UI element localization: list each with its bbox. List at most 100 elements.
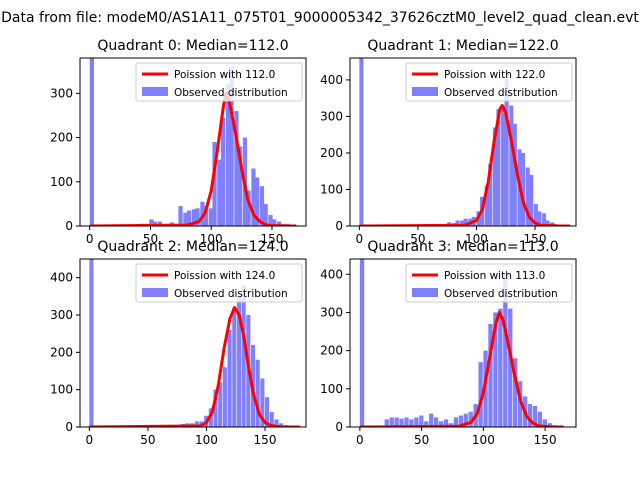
observed-bar <box>271 219 277 226</box>
plot-area <box>359 259 564 427</box>
observed-bar <box>508 308 513 427</box>
observed-bar <box>222 367 227 427</box>
quadrant-title: Quadrant 2: Median=124.0 <box>97 239 288 255</box>
y-tick-label: 0 <box>335 420 343 434</box>
observed-bar <box>274 419 279 427</box>
observed-bar <box>529 174 534 226</box>
observed-bar <box>213 389 218 427</box>
quadrant-0-chart: 0 50 100 150 0 100 200 300 Quadrant 0: Median=11… <box>50 38 307 246</box>
observed-bar <box>455 220 460 226</box>
observed-bar <box>149 219 154 226</box>
legend: Poission with 124.0 Observed distribution <box>135 263 303 303</box>
x-tick-label: 100 <box>465 232 488 246</box>
x-tick-label: 100 <box>472 433 495 447</box>
observed-bar <box>492 127 497 226</box>
observed-bar <box>236 296 242 427</box>
observed-bar <box>468 411 473 427</box>
poisson-curve <box>89 306 301 427</box>
x-tick-label: 50 <box>414 433 429 447</box>
legend-poisson-label: Poission with 112.0 <box>174 69 275 81</box>
observed-bar <box>394 417 399 427</box>
observed-bar <box>409 419 414 427</box>
y-tick-label: 0 <box>65 420 73 434</box>
observed-bar <box>419 415 424 427</box>
observed-bar <box>268 214 273 226</box>
x-tick-label: 0 <box>86 232 94 246</box>
y-tick-label: 100 <box>320 382 343 396</box>
legend-poisson-label: Poission with 113.0 <box>444 270 545 282</box>
observed-bar <box>547 423 552 427</box>
y-tick-label: 400 <box>50 271 73 285</box>
y-tick-label: 400 <box>320 73 343 87</box>
observed-bar <box>463 413 468 427</box>
legend-box <box>135 263 303 303</box>
poisson-curve <box>359 310 564 427</box>
observed-bar <box>384 419 389 427</box>
observed-bar <box>496 109 501 226</box>
x-tick-label: 150 <box>254 433 277 447</box>
legend-observed-label: Observed distribution <box>174 87 288 99</box>
y-tick-label: 200 <box>50 345 73 359</box>
observed-bar <box>251 168 256 226</box>
observed-bar <box>232 307 237 427</box>
y-tick-label: 300 <box>50 308 73 322</box>
quadrant-title: Quadrant 3: Median=113.0 <box>367 239 558 255</box>
observed-bar <box>389 417 394 427</box>
observed-bar <box>453 417 459 427</box>
x-tick-label: 150 <box>534 433 557 447</box>
observed-bar <box>218 382 223 427</box>
observed-bar <box>208 208 214 226</box>
observed-bar <box>520 152 526 226</box>
observed-bar <box>460 220 465 226</box>
observed-bar <box>533 204 538 226</box>
axes-frame <box>79 258 307 428</box>
observed-bar <box>200 201 205 226</box>
x-tick-label: 0 <box>356 232 364 246</box>
observed-bar <box>225 84 231 226</box>
observed-bar <box>237 146 243 226</box>
x-tick-label: 50 <box>410 232 425 246</box>
observed-bar <box>359 58 364 226</box>
observed-bar <box>404 417 409 427</box>
observed-bar <box>504 72 509 226</box>
observed-bar <box>89 58 94 226</box>
quadrant-1-chart: 0 50 100 150 0 100 200 300 400 Quadrant 1: Median… <box>320 38 577 246</box>
x-tick-label: 100 <box>195 433 218 447</box>
observed-bar <box>537 411 543 427</box>
observed-bar <box>229 66 234 226</box>
observed-bar <box>186 210 192 226</box>
observed-bar <box>458 415 463 427</box>
y-tick-label: 200 <box>320 344 343 358</box>
observed-bar <box>512 123 517 226</box>
axes-frame <box>349 57 577 227</box>
poisson-curve <box>359 103 571 226</box>
observed-bar <box>276 221 282 226</box>
observed-bar <box>263 203 268 226</box>
observed-bar <box>399 418 404 427</box>
observed-bar <box>259 186 265 226</box>
quadrant-2-chart: 0 50 100 150 0 100 200 300 400 Quadrant 2: Median… <box>50 239 307 447</box>
observed-bar <box>227 329 232 427</box>
legend-poisson-label: Poission with 124.0 <box>174 270 275 282</box>
observed-bar <box>463 218 468 226</box>
observed-bar <box>527 404 533 427</box>
legend-observed-label: Observed distribution <box>444 288 558 300</box>
y-tick-label: 400 <box>320 267 343 281</box>
legend: Poission with 122.0 Observed distribution <box>405 62 573 102</box>
legend-observed-swatch <box>412 288 438 297</box>
observed-bar <box>195 208 200 226</box>
observed-bar <box>269 412 274 427</box>
x-tick-label: 0 <box>86 433 94 447</box>
observed-bar <box>265 397 270 427</box>
observed-bar <box>537 211 542 226</box>
legend: Poission with 112.0 Observed distribution <box>135 62 303 102</box>
observed-bar <box>484 185 489 226</box>
observed-bar <box>488 163 493 226</box>
observed-bar <box>260 378 265 427</box>
quadrant-title: Quadrant 1: Median=122.0 <box>367 38 558 54</box>
y-tick-label: 0 <box>335 219 343 233</box>
observed-bar <box>359 259 365 427</box>
observed-bar <box>203 206 209 226</box>
observed-bar <box>488 323 493 427</box>
